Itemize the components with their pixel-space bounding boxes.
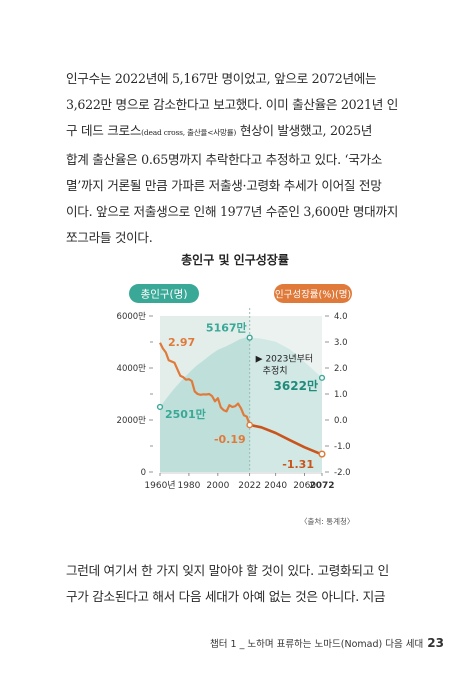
text-line: 그런데 여기서 한 가지 잊지 말아야 할 것이 있다. 고령화되고 인 — [66, 563, 389, 578]
x-tick-label: 1960년 — [144, 480, 175, 491]
projection-note: ▶ 2023년부터 — [256, 354, 314, 365]
page-number: 23 — [427, 636, 444, 650]
body-paragraph-2: 그런데 여기서 한 가지 잊지 말아야 할 것이 있다. 고령화되고 인 구가 … — [66, 558, 416, 610]
rate-2022-label: -0.19 — [214, 433, 246, 446]
text-line: 구가 감소된다고 해서 다음 세대가 아예 없는 것은 아니다. 지금 — [66, 589, 386, 605]
chart-title: 총인구 및 인구성장률 — [181, 253, 289, 267]
x-tick-label: 2040 — [264, 481, 287, 491]
rate-marker — [318, 450, 326, 458]
right-axis-pill — [274, 284, 352, 303]
projection-shade — [249, 316, 322, 472]
right-tick-label: -1.0 — [334, 442, 351, 452]
population-area — [160, 337, 322, 472]
right-axis-label: 인구성장률(%)(명) — [275, 290, 351, 301]
text-line: 합계 출산율은 0.65명까지 추락한다고 추정하고 있다. ‘국가소 — [66, 151, 383, 167]
x-tick-label: 2000 — [206, 481, 229, 491]
pop-1960-label: 2501만 — [165, 407, 206, 421]
left-tick-label: 4000만 — [117, 364, 147, 374]
text-fragment: 구 데드 크로스 — [66, 123, 142, 139]
text-line: 인구수는 2022년에 5,167만 명이었고, 앞으로 2072년에는 — [66, 71, 377, 86]
text-line: 구 데드 크로스(dead cross, 출산율<사망률) 현상이 발생했고, … — [66, 118, 416, 146]
footer-chapter-title: 챕터 1 _ 노하며 표류하는 노마드(Nomad) 다음 세대 — [210, 639, 424, 650]
left-tick-label: 6000만 — [117, 312, 147, 322]
source-note: 〈출처: 통계청〉 — [300, 517, 355, 526]
pop-2072-label: 3622만 — [274, 378, 318, 393]
growth-rate-line — [159, 342, 251, 426]
x-tick-label: 2022 — [238, 481, 261, 491]
right-tick-label: 4.0 — [334, 312, 348, 322]
text-line: 3,622만 명으로 감소한다고 보고했다. 이미 출산율은 2021년 인 — [66, 97, 399, 113]
left-axis-pill — [129, 284, 199, 303]
population-marker — [246, 334, 253, 341]
x-tick-label: 2072 — [309, 481, 334, 491]
right-tick-label: -2.0 — [334, 468, 351, 478]
x-tick-label: 1980 — [177, 481, 200, 491]
right-tick-label: 0.0 — [334, 416, 348, 426]
left-tick-label: 2000만 — [117, 416, 147, 426]
population-chart: 총인구(명) 인구성장률(%)(명) 6000만 4000만 2000만 0 4.0 3.0 2… — [117, 284, 352, 491]
left-axis-label: 총인구(명) — [141, 289, 188, 301]
rate-marker — [246, 421, 253, 429]
text-line: 이다. 앞으로 저출생으로 인해 1977년 수준인 3,600만 명대까지 — [66, 204, 399, 220]
right-tick-label: 3.0 — [334, 338, 348, 348]
rate-2072-label: -1.31 — [282, 458, 314, 471]
pop-2022-label: 5167만 — [206, 321, 247, 335]
right-tick-label: 1.0 — [334, 390, 348, 400]
population-marker — [156, 403, 164, 411]
projection-note: 추정치 — [263, 365, 288, 377]
left-tick-label: 0 — [141, 468, 146, 478]
body-paragraph-1: 인구수는 2022년에 5,167만 명이었고, 앞으로 2072년에는 3,6… — [66, 66, 416, 251]
text-fragment: 현상이 발생했고, 2025년 — [236, 123, 373, 139]
x-tick-label: 2060 — [293, 481, 316, 491]
text-line: 쪼그라들 것이다. — [66, 230, 153, 246]
text-line: 멸’까지 거론될 만큼 가파른 저출생·고령화 추세가 이어질 전망 — [66, 177, 382, 193]
page-footer: 챕터 1 _ 노하며 표류하는 노마드(Nomad) 다음 세대 23 — [210, 636, 444, 650]
dead-cross-note: (dead cross, 출산율<사망률) — [141, 128, 237, 138]
population-marker — [318, 374, 326, 381]
rate-1960-label: 2.97 — [168, 336, 195, 349]
right-tick-label: 2.0 — [334, 364, 348, 374]
